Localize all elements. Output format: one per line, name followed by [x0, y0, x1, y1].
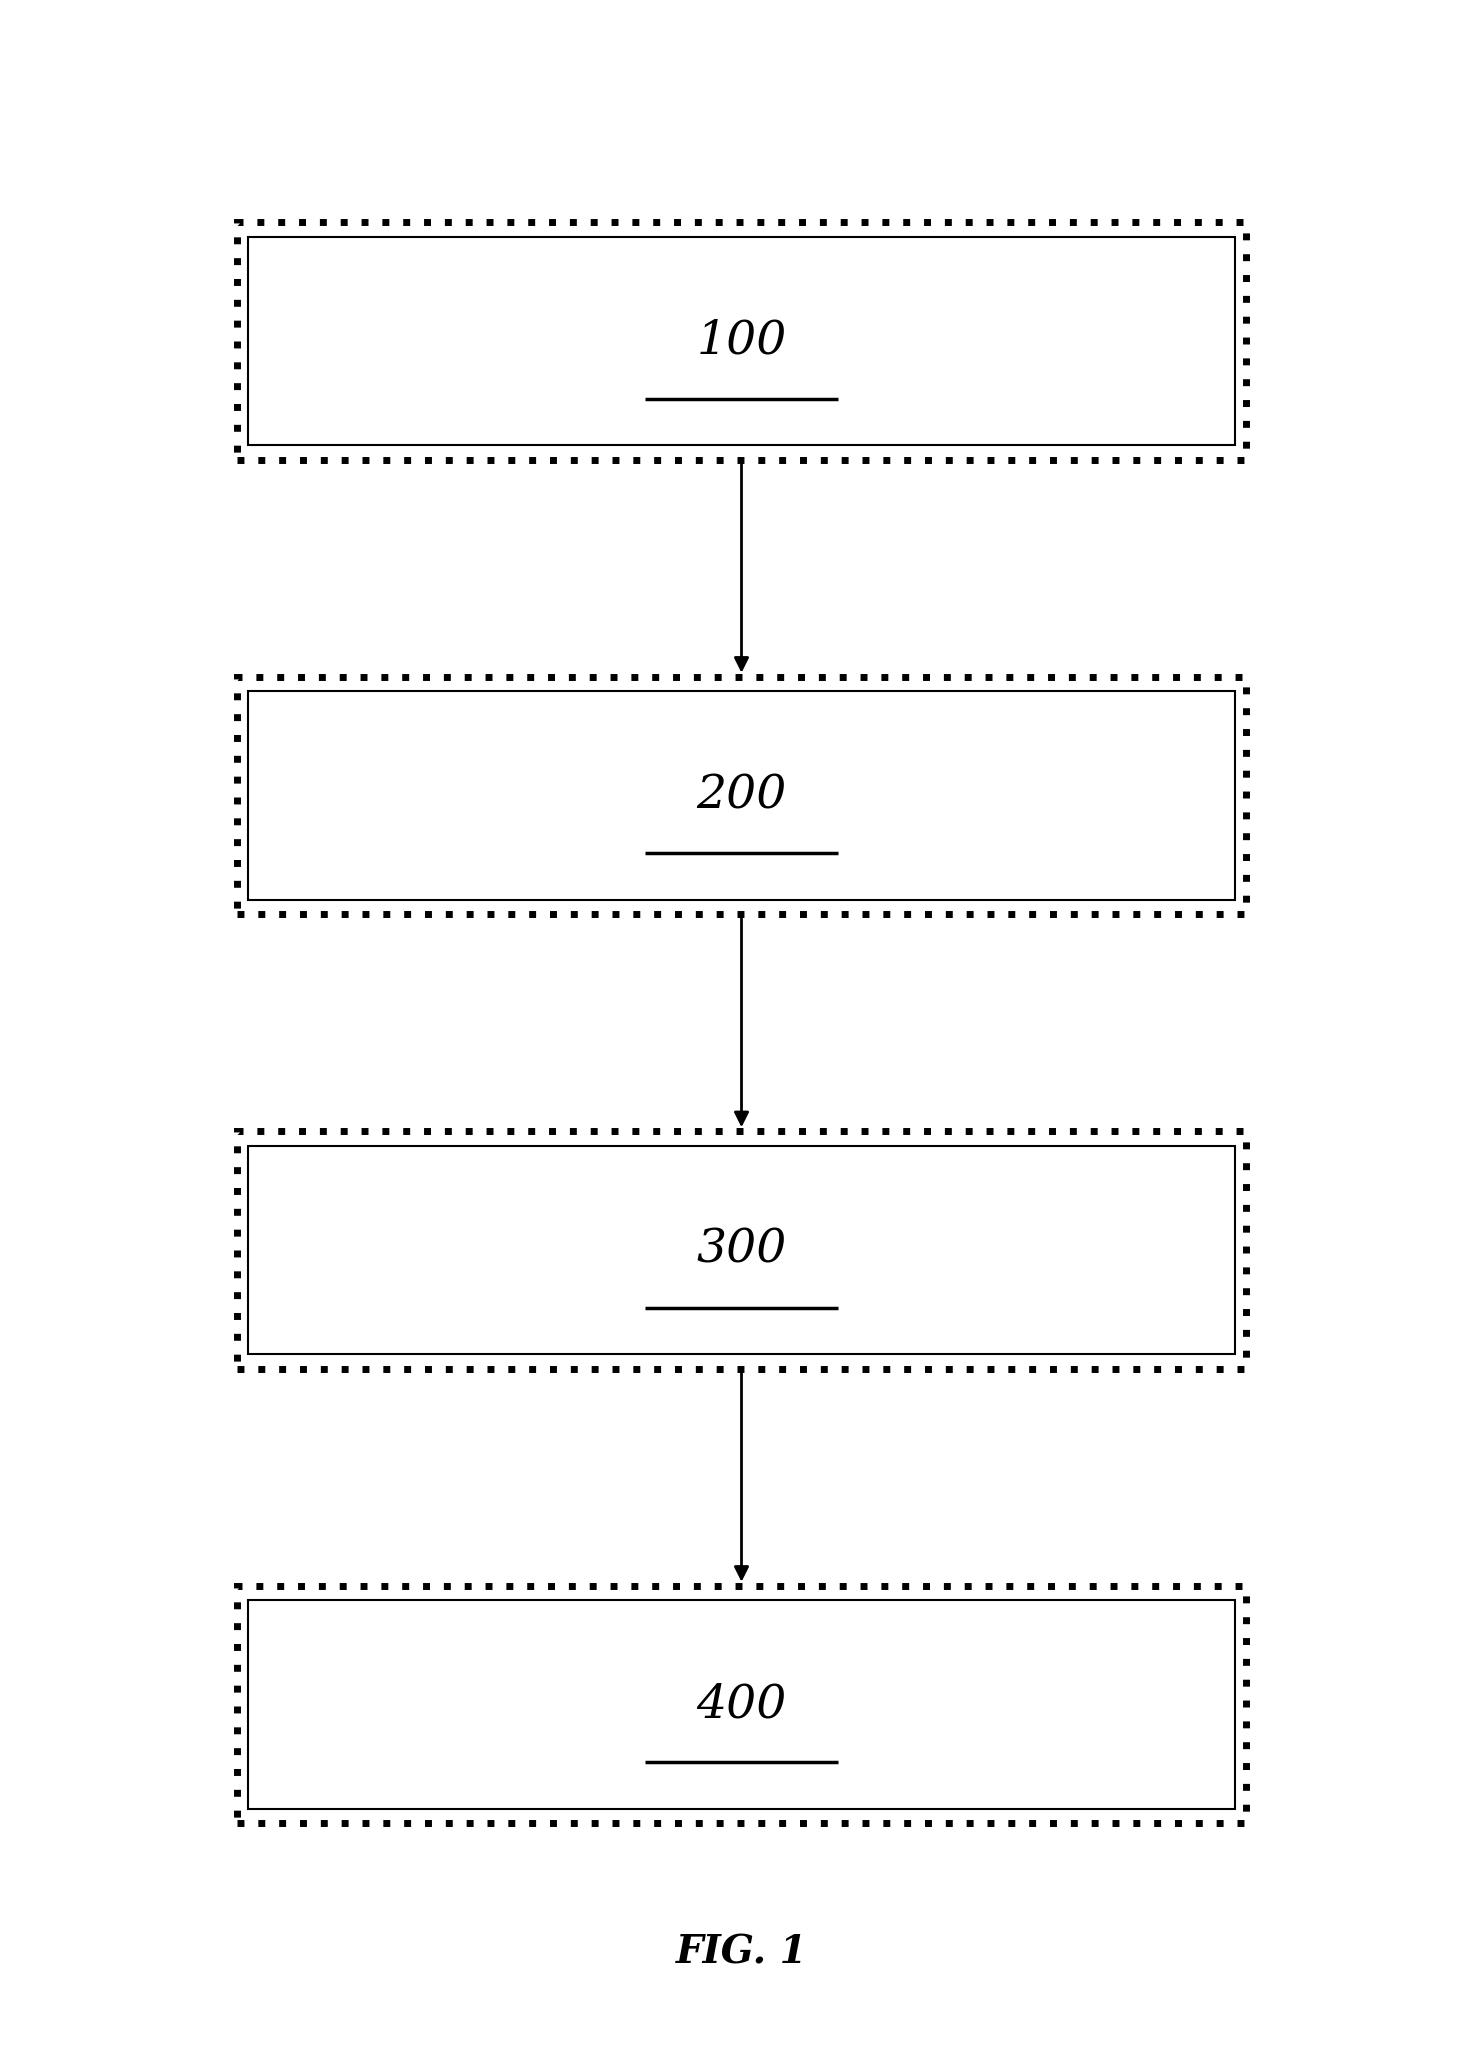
Text: 400: 400	[697, 1682, 786, 1727]
Bar	[237, 1587, 1246, 1822]
Bar	[237, 678, 1246, 913]
Bar	[237, 223, 1246, 461]
Bar	[237, 678, 1246, 913]
Text: 100: 100	[697, 318, 786, 364]
Text: 300: 300	[697, 1227, 786, 1273]
Text: FIG. 1: FIG. 1	[676, 1934, 807, 1971]
Bar	[237, 1132, 1246, 1368]
Bar	[237, 1587, 1246, 1822]
Bar	[237, 1132, 1246, 1368]
Bar	[248, 236, 1235, 444]
Bar	[248, 690, 1235, 901]
Text: 200: 200	[697, 773, 786, 818]
Bar	[237, 223, 1246, 461]
Bar	[248, 1145, 1235, 1355]
Bar	[248, 1599, 1235, 1810]
